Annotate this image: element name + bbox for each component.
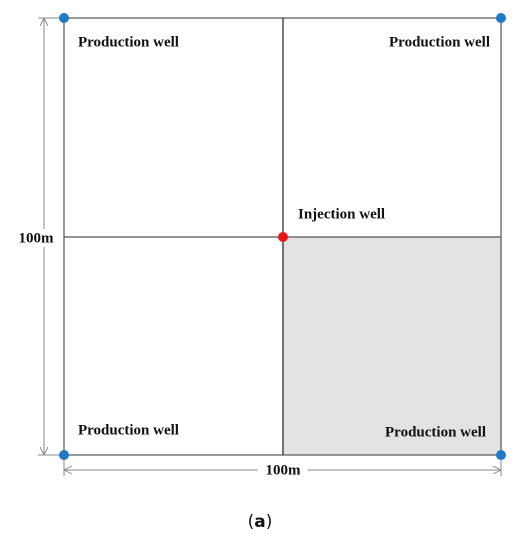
production-well-marker (59, 13, 69, 23)
caption-part: ( (248, 512, 255, 532)
label-backdrop (10, 229, 54, 247)
production-well-marker (59, 450, 69, 460)
caption-letter: a (254, 512, 265, 532)
well-label: Production well (78, 422, 179, 438)
well-label: Injection well (298, 206, 385, 222)
shaded-quadrant (283, 237, 501, 455)
production-well-marker (496, 13, 506, 23)
well-label: Production well (78, 34, 179, 50)
production-well-marker (496, 450, 506, 460)
caption-part: ) (266, 512, 273, 532)
well-label: Production well (389, 34, 490, 50)
height-label: 100m (19, 230, 55, 246)
label-backdrop (258, 462, 308, 480)
width-label: 100m (266, 462, 302, 478)
caption: (a) (248, 512, 273, 532)
injection-well-marker (278, 232, 288, 242)
well-label: Production well (385, 424, 486, 440)
